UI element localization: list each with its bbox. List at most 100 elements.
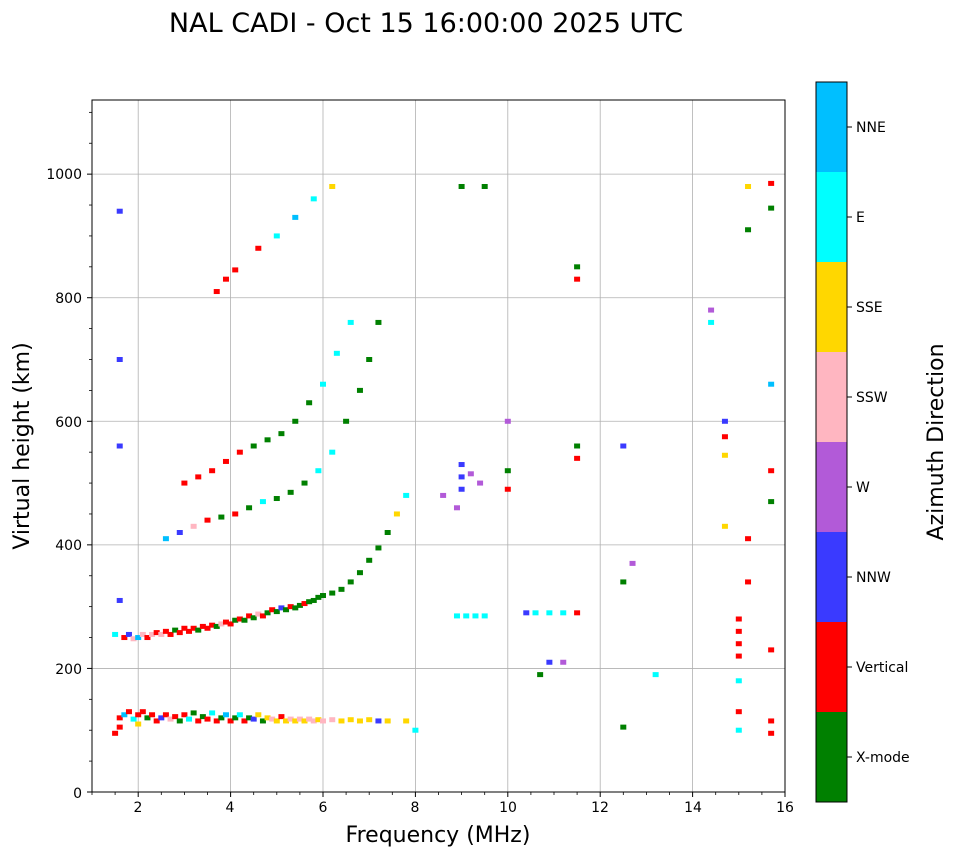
data-point	[384, 718, 391, 724]
data-point	[287, 604, 294, 610]
data-point	[222, 619, 229, 625]
series-group	[112, 709, 419, 736]
data-point	[463, 613, 470, 619]
data-point	[768, 205, 775, 211]
data-point	[199, 623, 206, 629]
data-point	[213, 718, 220, 724]
data-point	[329, 449, 336, 455]
data-point	[259, 613, 266, 619]
data-point	[721, 452, 728, 458]
grid-lines	[87, 100, 786, 797]
data-point	[236, 449, 243, 455]
data-point	[116, 724, 123, 730]
data-point	[768, 730, 775, 736]
colorbar-tick-label: NNW	[856, 570, 891, 586]
data-point	[121, 712, 128, 718]
data-point	[246, 613, 253, 619]
chart-title: NAL CADI - Oct 15 16:00:00 2025 UTC	[169, 8, 683, 39]
colorbar-segment	[816, 262, 847, 352]
data-point	[162, 536, 169, 542]
data-point	[735, 678, 742, 684]
data-point	[278, 714, 285, 720]
data-point	[181, 625, 188, 631]
data-point	[255, 611, 262, 617]
series-group	[116, 180, 775, 736]
data-point	[204, 625, 211, 631]
data-point	[144, 635, 151, 641]
data-point	[333, 350, 340, 356]
data-point	[384, 530, 391, 535]
data-point	[301, 601, 308, 607]
data-point	[721, 418, 728, 424]
data-point	[315, 594, 322, 600]
data-point	[292, 718, 299, 724]
x-axis-label: Frequency (MHz)	[346, 823, 531, 848]
data-point	[195, 627, 202, 633]
data-point	[296, 716, 303, 722]
data-point	[504, 468, 511, 474]
data-point	[190, 523, 197, 529]
data-point	[574, 610, 581, 616]
data-point	[735, 653, 742, 659]
data-marks	[112, 180, 775, 736]
data-point	[338, 586, 345, 592]
data-point	[259, 718, 266, 724]
data-point	[232, 511, 239, 517]
y-tick-label: 1000	[46, 167, 82, 183]
colorbar-tick-label: NNE	[856, 120, 886, 136]
data-point	[301, 718, 308, 724]
data-point	[176, 630, 183, 636]
data-point	[481, 613, 488, 619]
plot-area	[87, 99, 786, 797]
data-point	[412, 727, 419, 733]
data-point	[320, 593, 326, 599]
data-point	[347, 717, 354, 723]
data-point	[222, 276, 229, 282]
data-point	[269, 716, 276, 722]
data-point	[139, 631, 146, 637]
data-point	[116, 443, 123, 449]
data-point	[620, 724, 627, 730]
data-point	[721, 523, 728, 529]
data-point	[250, 443, 257, 449]
colorbar-label: Azimuth Direction	[924, 343, 949, 540]
data-point	[375, 718, 382, 724]
data-point	[745, 579, 752, 585]
data-point	[306, 400, 313, 406]
data-point	[116, 357, 123, 362]
data-point	[735, 641, 742, 647]
data-point	[375, 319, 382, 325]
data-point	[329, 590, 336, 596]
colorbar-tick-label: SSW	[856, 390, 888, 406]
data-point	[273, 718, 280, 724]
data-point	[292, 605, 299, 611]
data-point	[149, 631, 156, 637]
data-point	[287, 716, 294, 722]
data-point	[329, 184, 336, 189]
data-point	[546, 659, 553, 665]
data-point	[172, 714, 179, 720]
data-point	[125, 709, 132, 715]
y-axis: 0 200 400 600 800 1000	[46, 167, 82, 802]
data-point	[574, 276, 581, 282]
data-point	[356, 570, 363, 576]
x-tick-label: 6	[319, 800, 328, 816]
colorbar-tick-label: W	[856, 480, 870, 496]
data-point	[181, 712, 188, 718]
data-point	[209, 710, 216, 716]
data-point	[232, 715, 239, 721]
data-point	[121, 635, 128, 641]
data-point	[292, 214, 299, 220]
data-point	[218, 715, 225, 721]
data-point	[481, 184, 488, 189]
data-point	[532, 610, 539, 616]
data-point	[112, 631, 119, 637]
data-point	[477, 480, 484, 486]
colorbar-segment	[816, 532, 847, 622]
data-point	[167, 631, 174, 637]
data-point	[264, 715, 271, 721]
data-point	[768, 718, 775, 724]
data-point	[768, 381, 775, 387]
data-point	[735, 709, 742, 715]
data-point	[768, 468, 775, 474]
